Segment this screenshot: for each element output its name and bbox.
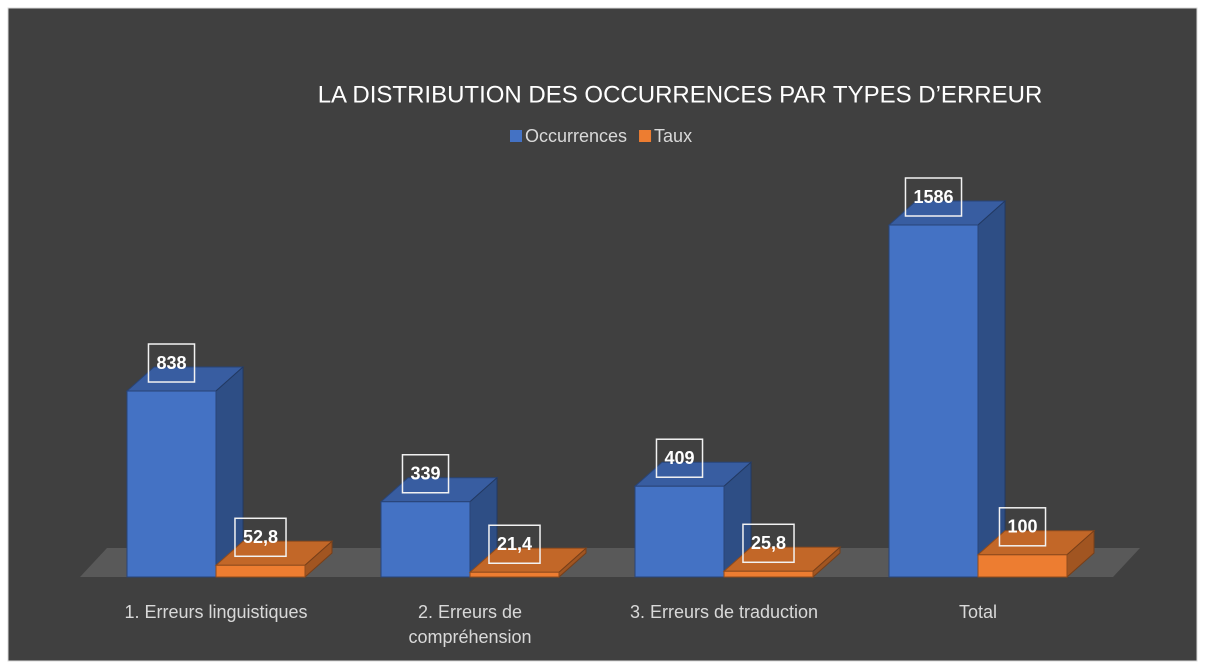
data-label: 1586 bbox=[913, 187, 953, 207]
bar-side bbox=[977, 199, 1006, 579]
legend-swatch bbox=[639, 130, 652, 142]
bar bbox=[976, 529, 1096, 579]
bar-front bbox=[888, 224, 979, 578]
data-label: 100 bbox=[1007, 517, 1037, 537]
x-tick-label: 2. Erreurs de compréhension bbox=[408, 602, 532, 647]
data-label-box bbox=[401, 454, 450, 494]
bar bbox=[214, 540, 334, 579]
data-label: 52,8 bbox=[243, 527, 278, 547]
data-label: 409 bbox=[664, 448, 694, 468]
legend-swatch bbox=[510, 130, 522, 142]
data-label-box bbox=[147, 343, 196, 383]
floor bbox=[80, 548, 1140, 577]
bar bbox=[125, 365, 245, 579]
bar-front bbox=[469, 571, 560, 578]
bar-front bbox=[723, 570, 814, 578]
bar bbox=[722, 546, 842, 579]
bar-front bbox=[977, 554, 1068, 578]
bar-front bbox=[634, 485, 725, 578]
bar bbox=[887, 199, 1007, 579]
data-label-box bbox=[655, 438, 704, 478]
data-label-box bbox=[742, 523, 795, 564]
bar-front bbox=[215, 564, 306, 578]
chart-title: LA DISTRIBUTION DES OCCURRENCES PAR TYPE… bbox=[318, 81, 1043, 108]
x-tick-label: 3. Erreurs de traduction bbox=[629, 602, 819, 622]
data-label-box bbox=[488, 524, 541, 565]
bar bbox=[468, 547, 588, 579]
x-tick-label: Total bbox=[958, 602, 998, 622]
bar-front bbox=[126, 390, 217, 578]
bar-front bbox=[380, 501, 471, 578]
data-label: 25,8 bbox=[751, 533, 786, 553]
x-tick-label: 1. Erreurs linguistiques bbox=[124, 602, 308, 622]
bar bbox=[379, 476, 499, 579]
data-label-box bbox=[234, 517, 287, 558]
legend-label: Taux bbox=[654, 126, 692, 146]
data-label-box bbox=[998, 507, 1047, 547]
data-label: 838 bbox=[156, 353, 186, 373]
legend-label: Occurrences bbox=[525, 126, 627, 146]
bar bbox=[633, 461, 753, 579]
data-label: 339 bbox=[410, 464, 440, 484]
data-label-box bbox=[904, 177, 963, 217]
data-label: 21,4 bbox=[497, 534, 532, 554]
